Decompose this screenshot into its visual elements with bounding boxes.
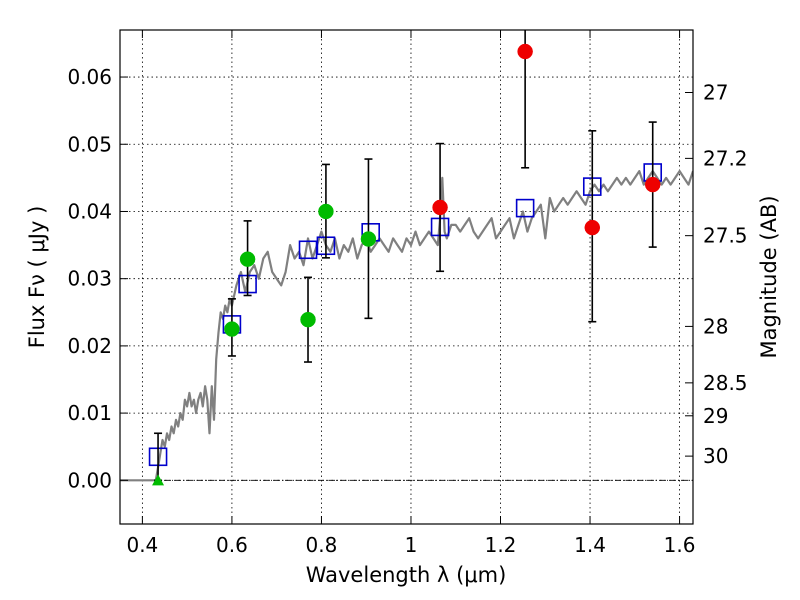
x-tick-label: 0.6 — [216, 533, 248, 557]
green-data-point — [360, 231, 377, 247]
model-photometry-square — [298, 240, 318, 260]
red-data-point — [432, 199, 448, 216]
red-data-point — [644, 176, 661, 193]
x-tick-label: 1.2 — [485, 533, 517, 557]
grid — [120, 30, 693, 524]
right-tick-label: 27.5 — [703, 224, 748, 248]
y-tick-label: 0.05 — [67, 132, 112, 156]
green-data-point — [318, 203, 334, 220]
y-tick-label: 0.06 — [67, 65, 112, 89]
right-tick-label: 28 — [703, 314, 728, 338]
x-tick-label: 1 — [405, 533, 418, 557]
red-data-point — [584, 219, 601, 236]
y-tick-label: 0.01 — [67, 401, 112, 425]
y-tick-label: 0.00 — [67, 468, 112, 492]
green-data-point — [300, 311, 316, 328]
model-photometry-square — [515, 198, 535, 218]
y-tick-label: 0.03 — [67, 267, 112, 291]
x-tick-label: 0.4 — [126, 533, 158, 557]
x-tick-label: 0.8 — [306, 533, 338, 557]
x-axis-label: Wavelength λ (μm) — [306, 563, 507, 587]
y-tick-label: 0.02 — [67, 334, 112, 358]
plot-area — [120, 30, 693, 524]
y-tick-label: 0.04 — [67, 199, 112, 223]
x-tick-label: 1.4 — [574, 533, 606, 557]
right-tick-label: 27 — [703, 81, 728, 105]
overflow-content — [152, 474, 165, 486]
axes: 0.4 0.6 0.8 1 1.2 1.4 1.6 0.00 0.01 0.02 0.03 0.04 0… — [67, 30, 748, 557]
right-tick-label: 28.5 — [703, 371, 748, 395]
plot-frame — [119, 29, 694, 525]
right-tick-label: 29 — [703, 404, 728, 428]
y-axis-label: Flux Fν ( μJy ) — [25, 206, 49, 349]
right-tick-label: 27.2 — [703, 146, 748, 170]
x-tick-label: 1.6 — [664, 533, 696, 557]
right-axis-label: Magnitude (AB) — [757, 195, 781, 358]
green-data-point — [239, 251, 256, 267]
red-data-point — [517, 43, 533, 60]
right-tick-label: 30 — [703, 444, 728, 468]
plot-content — [120, 30, 693, 482]
green-data-point — [224, 321, 240, 337]
green-limit-triangle — [152, 474, 165, 486]
